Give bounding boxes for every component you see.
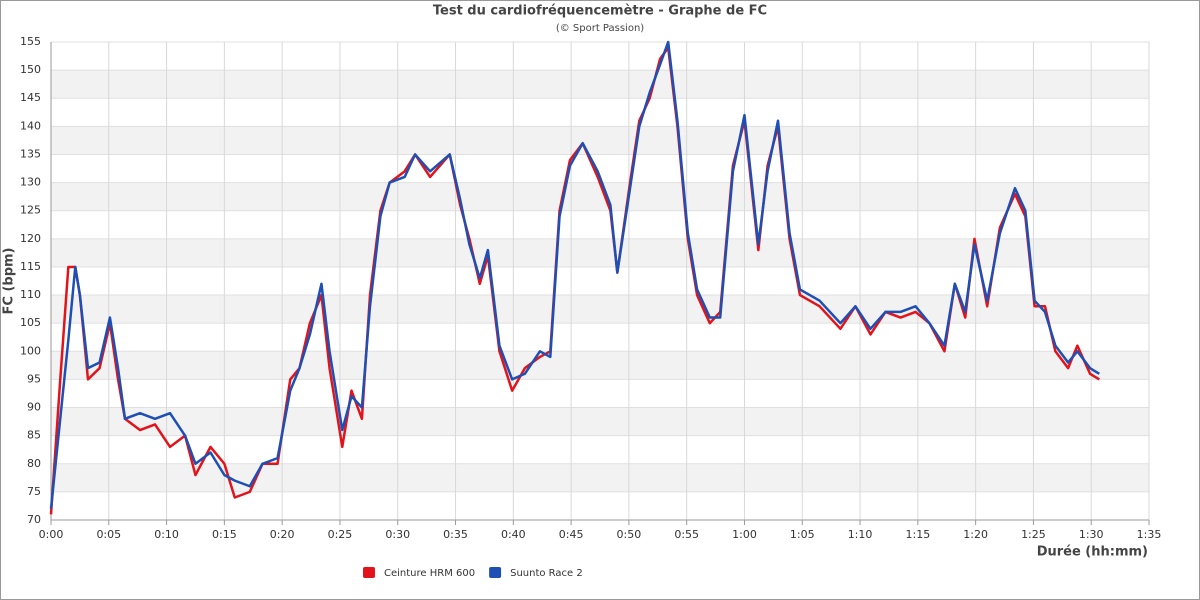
grid-band (51, 351, 1149, 380)
grid-band (51, 182, 1149, 211)
x-tick-label: 1:05 (790, 528, 815, 541)
grid-band (51, 463, 1149, 492)
x-tick-label: 1:10 (848, 528, 873, 541)
chart-title: Test du cardiofréquencemètre - Graphe de… (433, 4, 767, 19)
x-tick-label: 1:35 (1137, 528, 1162, 541)
x-tick-label: 0:55 (674, 528, 699, 541)
chart-subtitle: (© Sport Passion) (556, 23, 644, 34)
grid-band (51, 407, 1149, 436)
x-tick-label: 0:30 (385, 528, 410, 541)
x-tick-label: 0:05 (96, 528, 121, 541)
legend-swatch (363, 567, 375, 578)
grid-band (51, 126, 1149, 155)
y-tick-label: 115 (20, 260, 41, 273)
y-tick-label: 100 (20, 344, 41, 357)
x-tick-label: 0:45 (559, 528, 584, 541)
y-tick-label: 70 (27, 513, 41, 526)
grid-band (51, 238, 1149, 267)
x-tick-label: 0:25 (328, 528, 353, 541)
x-tick-label: 1:20 (963, 528, 988, 541)
y-tick-label: 125 (20, 204, 41, 217)
x-tick-label: 1:15 (905, 528, 930, 541)
x-tick-label: 1:30 (1079, 528, 1104, 541)
y-tick-label: 95 (27, 372, 41, 385)
y-tick-label: 75 (27, 485, 41, 498)
x-tick-label: 0:35 (443, 528, 468, 541)
x-tick-label: 0:15 (212, 528, 237, 541)
legend-label: Ceinture HRM 600 (384, 568, 475, 579)
y-tick-label: 90 (27, 401, 41, 414)
x-tick-label: 0:20 (270, 528, 295, 541)
x-tick-label: 0:00 (39, 528, 64, 541)
grid-band (51, 70, 1149, 99)
grid-band (51, 295, 1149, 324)
x-axis-label: Durée (hh:mm) (1037, 545, 1148, 560)
y-tick-label: 105 (20, 316, 41, 329)
y-tick-label: 110 (20, 288, 41, 301)
y-tick-label: 145 (20, 91, 41, 104)
y-tick-label: 140 (20, 119, 41, 132)
x-tick-label: 0:50 (617, 528, 642, 541)
legend-label: Suunto Race 2 (510, 568, 583, 579)
y-tick-label: 135 (20, 147, 41, 160)
legend-swatch (489, 567, 502, 578)
x-tick-label: 1:00 (732, 528, 757, 541)
y-tick-label: 130 (20, 176, 41, 189)
x-tick-label: 0:40 (501, 528, 526, 541)
y-tick-label: 120 (20, 232, 41, 245)
y-tick-label: 80 (27, 457, 41, 470)
y-tick-label: 150 (20, 63, 41, 76)
y-axis-label: FC (bpm) (2, 248, 17, 315)
line-series (49, 40, 1100, 509)
y-tick-label: 155 (20, 35, 41, 48)
x-tick-label: 1:25 (1021, 528, 1046, 541)
y-tick-label: 85 (27, 429, 41, 442)
x-tick-label: 0:10 (154, 528, 179, 541)
